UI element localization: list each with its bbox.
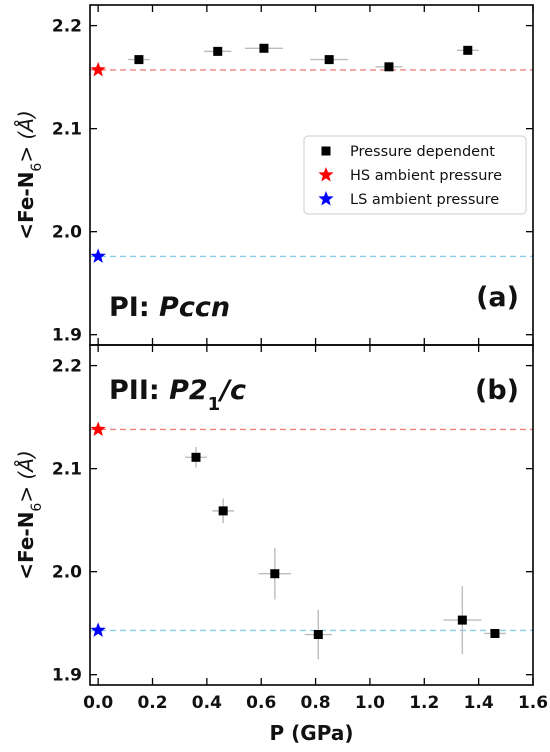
data-point	[384, 62, 394, 72]
y-axis-title: <Fe-N6> (Å)	[14, 450, 45, 580]
x-tick-label: 1.0	[355, 693, 385, 713]
star-marker	[90, 61, 106, 77]
legend-marker	[318, 167, 334, 182]
legend: Pressure dependent HS ambient pressure LS …	[303, 135, 527, 215]
x-tick-label: 0.0	[83, 693, 113, 713]
star-marker	[90, 421, 106, 436]
panel-label: (b)	[475, 375, 519, 406]
legend-box	[303, 135, 527, 215]
y-tick-label: 1.9	[52, 666, 82, 686]
y-tick-label: 2.1	[52, 120, 82, 140]
x-tick-label: 0.4	[192, 693, 222, 713]
data-point	[259, 43, 269, 53]
data-point	[213, 46, 223, 56]
data-point	[457, 615, 467, 625]
legend-marker	[321, 146, 331, 156]
star-marker	[90, 622, 106, 637]
data-point	[270, 569, 280, 579]
x-tick-label: 0.2	[137, 693, 167, 713]
x-tick-label: 1.4	[464, 693, 494, 713]
y-tick-label: 2.2	[52, 357, 82, 377]
x-tick-label: 1.6	[518, 693, 548, 713]
legend-label: Pressure dependent	[350, 144, 495, 160]
x-axis-title: P (GPa)	[270, 721, 354, 745]
phase-label: PII: P21/c	[109, 375, 246, 415]
data-point	[324, 55, 334, 65]
y-axis-title: <Fe-N6> (Å)	[14, 110, 45, 240]
y-tick-label: 2.0	[52, 563, 82, 583]
legend-marker	[318, 191, 334, 206]
panel-b: 1.9 2.0 2.1 2.2 0.0 0.2 0.4 0.6 0.8 1.0 1.2 1.4 1.6 <…	[14, 344, 548, 745]
y-tick-label: 2.1	[52, 460, 82, 480]
phase-label: PI: Pccn	[109, 292, 230, 323]
panel-a: 1.9 2.0 2.1 2.2 <Fe-N6> (Å) (a) PI: Pccn	[14, 4, 534, 346]
star-marker	[90, 248, 106, 263]
data-point	[463, 45, 473, 55]
data-point	[218, 506, 228, 516]
data-point	[313, 630, 323, 640]
data-point	[134, 55, 144, 65]
x-tick-label: 0.8	[301, 693, 331, 713]
legend-label: LS ambient pressure	[350, 192, 499, 208]
y-tick-label: 2.2	[52, 17, 82, 37]
data-point	[490, 628, 500, 638]
y-tick-label: 1.9	[52, 326, 82, 346]
panel-label: (a)	[476, 282, 519, 313]
y-tick-label: 2.0	[52, 223, 82, 243]
legend-label: HS ambient pressure	[350, 168, 502, 184]
plot-frame	[89, 344, 534, 686]
x-tick-label: 1.2	[409, 693, 439, 713]
data-point	[191, 452, 201, 462]
x-tick-label: 0.6	[246, 693, 276, 713]
